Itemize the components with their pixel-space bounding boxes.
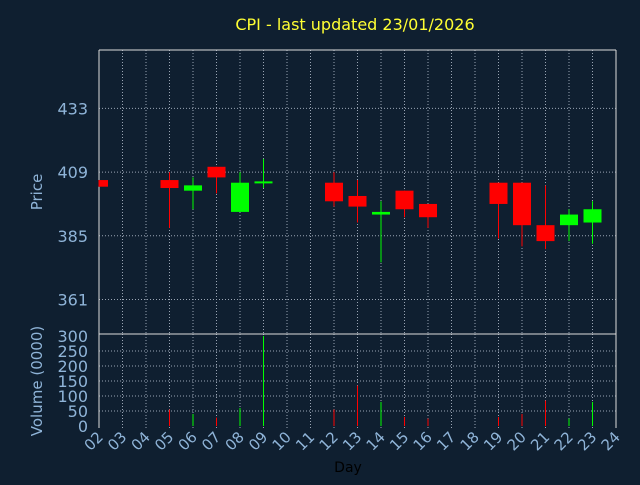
- candle-body: [254, 181, 273, 184]
- candles: [98, 158, 602, 263]
- candle-20: [513, 182, 531, 247]
- candle-09: [254, 158, 273, 189]
- candle-21: [536, 185, 555, 250]
- candle-05: [160, 172, 179, 228]
- price-axis-label: Price: [28, 174, 46, 211]
- candle-body: [231, 182, 249, 212]
- price-tick-labels: 361 385 409 433: [57, 99, 88, 309]
- candle-body: [184, 185, 202, 191]
- candle-16: [419, 203, 437, 228]
- candle-body: [536, 225, 555, 242]
- candle-13: [348, 180, 367, 223]
- candle-body: [207, 166, 226, 178]
- volume-bars: [169, 336, 593, 426]
- candle-14: [372, 201, 390, 263]
- candle-08: [231, 172, 249, 212]
- candle-body: [489, 182, 508, 204]
- candle-body: [560, 214, 578, 226]
- candle-22: [560, 209, 578, 242]
- candle-19: [489, 182, 508, 239]
- volume-tick-label: 300: [57, 327, 88, 346]
- candle-body: [325, 182, 343, 202]
- chart-title: CPI - last updated 23/01/2026: [235, 15, 474, 34]
- volume-tick-label: 0: [78, 417, 88, 436]
- price-tick-label: 361: [57, 290, 88, 309]
- candle-body: [419, 203, 437, 218]
- candle-12: [325, 172, 343, 207]
- candle-23: [583, 201, 602, 244]
- price-tick-label: 385: [57, 227, 88, 246]
- volume-axis-label: Volume (0000): [28, 326, 46, 436]
- x-tick-labels: 0203040506070809101112131415161718192021…: [81, 428, 624, 454]
- candle-body: [513, 182, 531, 226]
- candle-body: [395, 190, 414, 210]
- volume-tick-label: 250: [57, 342, 88, 361]
- volume-tick-label: 200: [57, 357, 88, 376]
- price-tick-label: 409: [57, 163, 88, 182]
- candle-body: [348, 195, 367, 207]
- candle-body: [583, 209, 602, 223]
- volume-tick-label: 150: [57, 372, 88, 391]
- candle-07: [207, 166, 226, 194]
- candle-06: [184, 177, 202, 210]
- candle-body: [372, 211, 390, 215]
- price-tick-label: 433: [57, 99, 88, 118]
- candle-body: [99, 180, 108, 187]
- candle-15: [395, 190, 414, 218]
- volume-tick-label: 50: [68, 402, 88, 421]
- candle-body: [160, 180, 179, 189]
- x-axis-label: Day: [334, 460, 362, 476]
- volume-tick-label: 100: [57, 387, 88, 406]
- candle-02: [98, 180, 108, 187]
